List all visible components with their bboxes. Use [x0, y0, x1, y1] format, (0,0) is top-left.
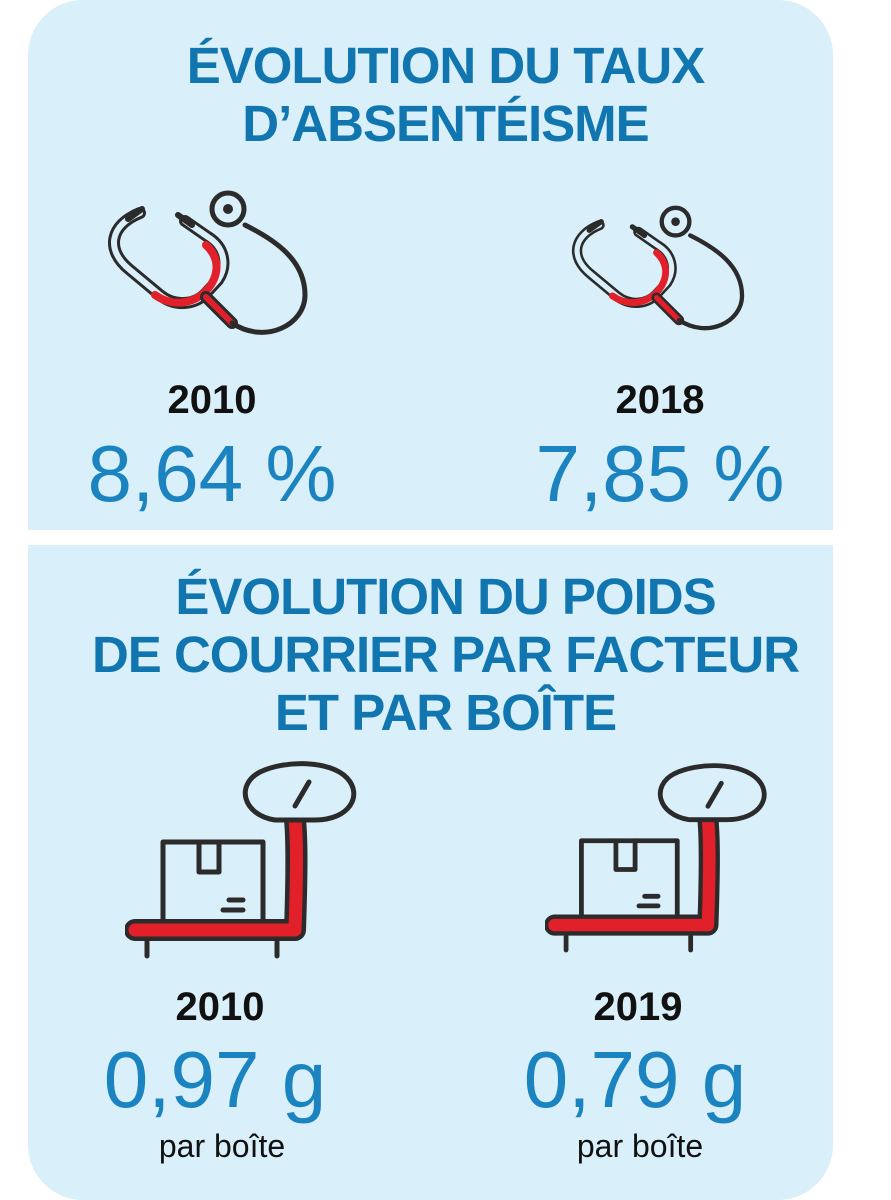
parcel-scale-icon — [125, 761, 357, 959]
absenteeism-title: ÉVOLUTION DU TAUX D’ABSENTÉISME — [186, 37, 706, 152]
mail-weight-value-1: 0,97 g — [103, 1035, 327, 1124]
mail-weight-title: ÉVOLUTION DU POIDS DE COURRIER PAR FACTE… — [91, 568, 800, 741]
stethoscope-icon — [108, 190, 308, 335]
absenteeism-year-1: 2010 — [167, 378, 257, 422]
parcel-scale-icon — [545, 763, 767, 953]
stethoscope-icon — [571, 205, 745, 331]
mail-weight-unit-2: par boîte — [576, 1128, 704, 1164]
absenteeism-year-2: 2018 — [615, 378, 705, 422]
absenteeism-value-1: 8,64 % — [87, 429, 337, 518]
absenteeism-value-2: 7,85 % — [535, 429, 785, 518]
mail-weight-year-2: 2019 — [593, 985, 683, 1029]
mail-weight-unit-1: par boîte — [158, 1128, 286, 1164]
mail-weight-year-1: 2010 — [175, 985, 265, 1029]
mail-weight-value-2: 0,79 g — [523, 1035, 747, 1124]
absenteeism-panel — [28, 0, 833, 530]
